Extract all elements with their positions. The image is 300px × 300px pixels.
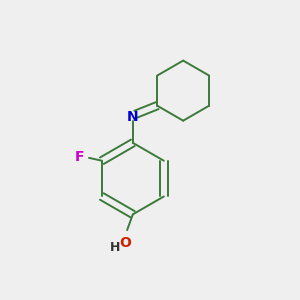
Text: N: N: [127, 110, 139, 124]
Text: H: H: [110, 241, 120, 254]
Text: F: F: [75, 150, 85, 164]
Text: O: O: [120, 236, 132, 250]
